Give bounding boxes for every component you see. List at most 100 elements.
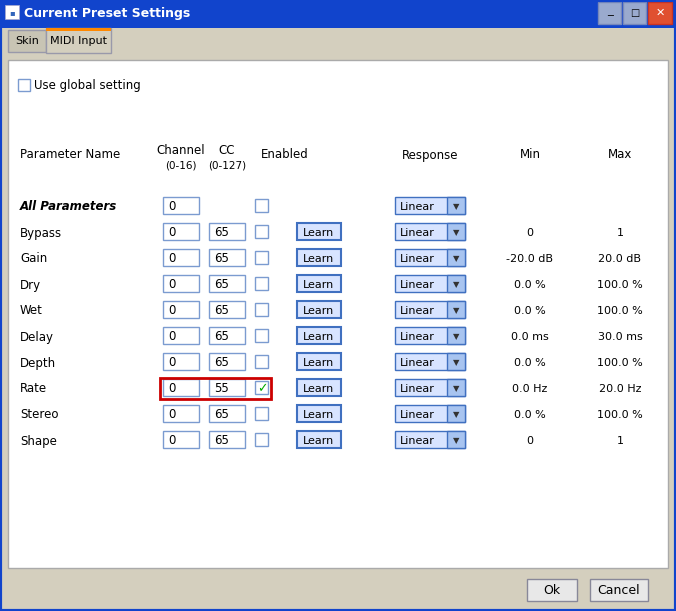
Text: Min: Min [519,148,541,161]
Text: 0.0 %: 0.0 % [514,410,546,420]
Text: Learn: Learn [304,384,335,394]
Text: Linear: Linear [400,254,435,264]
Text: Max: Max [608,148,632,161]
Bar [395,249,465,266]
Bar [209,249,245,266]
Text: 65: 65 [214,331,229,343]
Text: 0.0 %: 0.0 % [514,306,546,316]
Text: 0: 0 [168,331,175,343]
Bar [395,353,465,370]
Bar [209,223,245,240]
Bar [160,378,271,399]
Bar [527,579,577,601]
Bar [255,277,268,290]
Bar [297,249,341,266]
Text: Linear: Linear [400,306,435,316]
Text: Bypass: Bypass [20,227,62,240]
Bar [209,405,245,422]
Text: 0: 0 [168,434,175,447]
Bar [395,327,465,344]
Bar [0,0,676,28]
Bar [297,327,341,344]
Text: ▼: ▼ [453,436,459,445]
Bar [255,199,268,212]
Text: ✕: ✕ [655,8,665,18]
Bar [209,431,245,448]
Bar [395,275,465,292]
Text: Linear: Linear [400,358,435,368]
Text: 0: 0 [168,279,175,291]
Bar [447,249,465,266]
Bar [3,28,673,58]
Text: ▼: ▼ [453,280,459,290]
Bar [623,2,646,24]
Text: Channel: Channel [157,144,206,158]
Bar [297,405,341,422]
Text: 1: 1 [617,436,623,446]
Text: ▼: ▼ [453,202,459,211]
Text: 0: 0 [168,304,175,318]
Bar [447,301,465,318]
Text: Learn: Learn [304,436,335,446]
Bar [163,275,199,292]
Text: CC: CC [219,144,235,158]
Text: Linear: Linear [400,280,435,290]
Text: ▼: ▼ [453,307,459,315]
Bar [395,379,465,396]
Text: 100.0 %: 100.0 % [597,306,643,316]
Text: ▼: ▼ [453,255,459,263]
Bar [255,329,268,342]
Text: Learn: Learn [304,358,335,368]
Text: (0-16): (0-16) [165,160,197,170]
Bar [598,2,621,24]
Text: 0: 0 [168,227,175,240]
Bar [163,223,199,240]
Text: 0: 0 [168,356,175,370]
Text: Linear: Linear [400,410,435,420]
Bar [447,275,465,292]
Text: Skin: Skin [15,36,39,46]
Bar [447,197,465,214]
Bar [5,5,19,19]
Bar [648,2,672,24]
Text: All Parameters: All Parameters [20,200,117,213]
Bar [395,223,465,240]
Text: ▼: ▼ [453,229,459,238]
Text: Linear: Linear [400,384,435,394]
Bar [46,28,111,53]
Bar [46,28,111,31]
Text: 0.0 %: 0.0 % [514,358,546,368]
Text: Gain: Gain [20,252,47,266]
Text: 65: 65 [214,434,229,447]
Bar [255,433,268,446]
Text: ▪: ▪ [9,9,15,18]
Text: ▼: ▼ [453,411,459,420]
Text: Dry: Dry [20,279,41,291]
Bar [209,379,245,396]
Text: -20.0 dB: -20.0 dB [506,254,554,264]
Bar [163,327,199,344]
Text: Linear: Linear [400,436,435,446]
Bar [163,405,199,422]
Text: 65: 65 [214,279,229,291]
Text: 0: 0 [527,436,533,446]
Bar [209,275,245,292]
Text: 0: 0 [168,200,175,213]
Text: 0: 0 [168,382,175,395]
Text: Linear: Linear [400,228,435,238]
Text: Rate: Rate [20,382,47,395]
Text: ▼: ▼ [453,332,459,342]
Bar [395,405,465,422]
Text: Learn: Learn [304,332,335,342]
Bar [8,60,668,568]
Text: Stereo: Stereo [20,409,59,422]
Bar [395,301,465,318]
Bar [8,30,46,52]
Text: Parameter Name: Parameter Name [20,148,120,161]
Bar [447,431,465,448]
Text: 55: 55 [214,382,228,395]
Text: 65: 65 [214,356,229,370]
Bar [209,301,245,318]
Text: Learn: Learn [304,228,335,238]
Bar [447,405,465,422]
